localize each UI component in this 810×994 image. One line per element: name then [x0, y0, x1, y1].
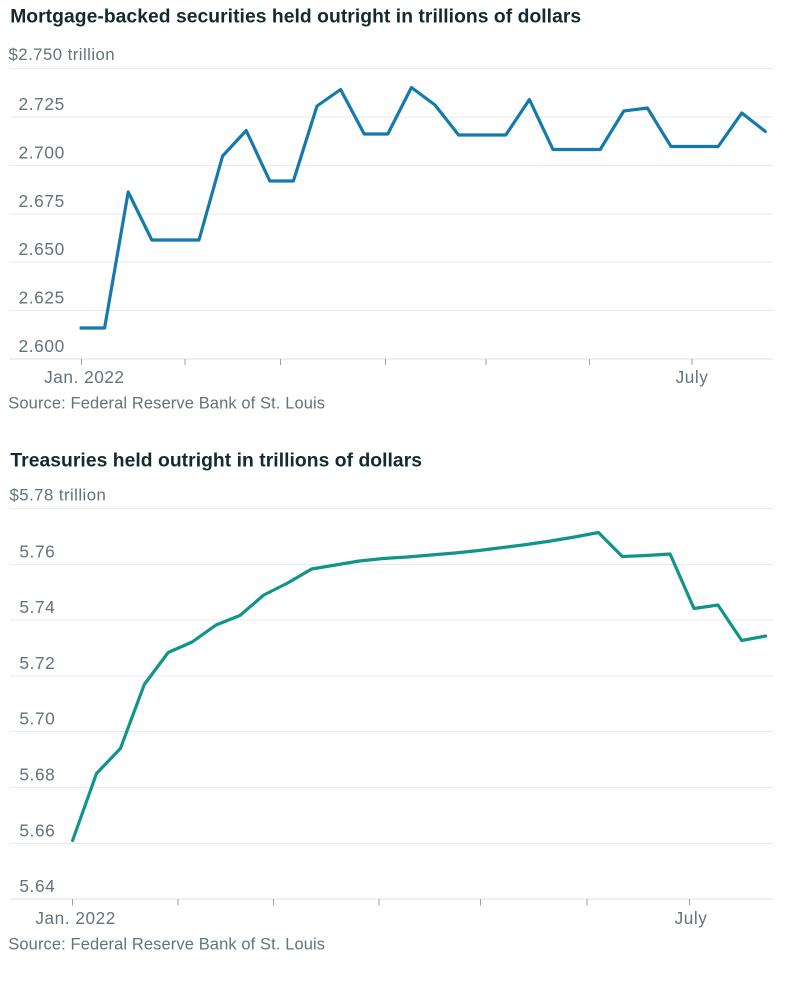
- svg-text:$5.78 trillion: $5.78 trillion: [10, 485, 107, 504]
- svg-text:2.650: 2.650: [19, 239, 65, 259]
- svg-text:July: July: [675, 908, 708, 928]
- svg-text:Mortgage-backed securities hel: Mortgage-backed securities held outright…: [10, 7, 581, 28]
- svg-text:2.625: 2.625: [19, 288, 65, 308]
- svg-text:2.725: 2.725: [19, 94, 65, 114]
- svg-text:Source: Federal Reserve Bank o: Source: Federal Reserve Bank of St. Loui…: [8, 936, 325, 954]
- svg-text:July: July: [676, 367, 709, 387]
- svg-text:5.72: 5.72: [19, 653, 55, 673]
- svg-text:5.66: 5.66: [19, 820, 55, 840]
- svg-text:Source: Federal Reserve Bank o: Source: Federal Reserve Bank of St. Loui…: [8, 395, 325, 413]
- svg-text:Treasuries held outright in tr: Treasuries held outright in trillions of…: [10, 451, 422, 472]
- svg-text:$2.750 trillion: $2.750 trillion: [9, 45, 116, 64]
- svg-text:2.675: 2.675: [19, 191, 65, 211]
- svg-text:5.70: 5.70: [19, 709, 55, 729]
- svg-text:5.74: 5.74: [19, 597, 55, 617]
- svg-text:5.64: 5.64: [19, 876, 55, 896]
- svg-text:5.76: 5.76: [19, 541, 55, 561]
- svg-text:2.700: 2.700: [19, 142, 65, 162]
- svg-text:2.600: 2.600: [19, 336, 65, 356]
- svg-text:Jan. 2022: Jan. 2022: [35, 908, 115, 928]
- svg-text:5.68: 5.68: [19, 765, 55, 785]
- svg-text:Jan. 2022: Jan. 2022: [44, 367, 124, 387]
